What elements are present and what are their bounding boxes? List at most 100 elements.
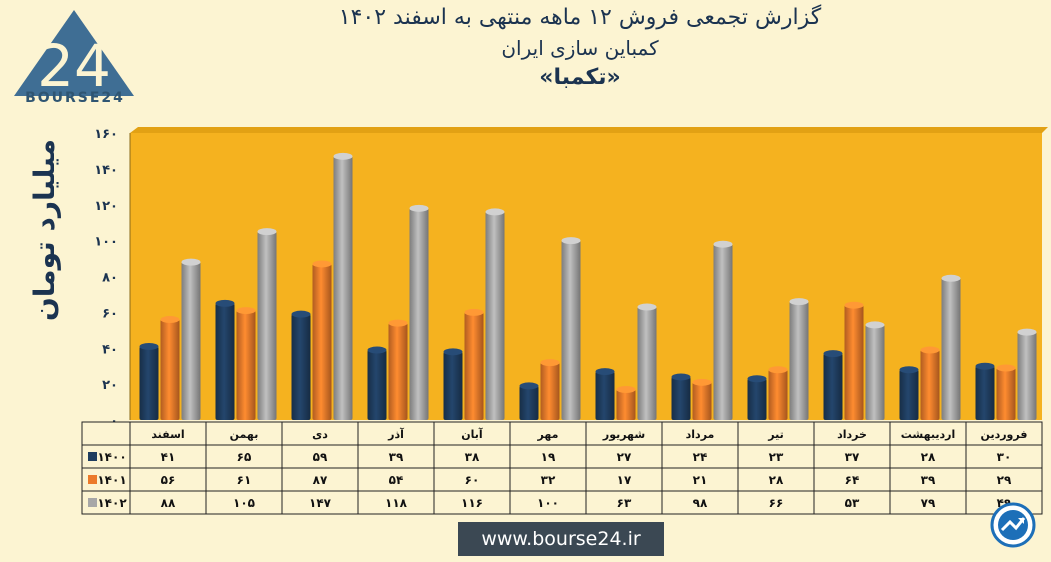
bar-۱۴۰۰-آبان [443, 351, 463, 420]
chart-title: گزارش تجمعی فروش ۱۲ ماهه منتهی به اسفند … [338, 5, 822, 30]
bar-top-۱۴۰۱-آبان [464, 308, 484, 316]
legend-label-۱۴۰۲: ۱۴۰۲ [97, 496, 127, 510]
x-tick-label: دی [312, 428, 328, 441]
bar-top-۱۴۰۲-بهمن [257, 228, 277, 236]
bar-top-۱۴۰۰-خرداد [823, 350, 843, 358]
data-label-۱۴۰۱: ۶۰ [465, 473, 480, 487]
bar-top-۱۴۰۲-آذر [409, 204, 429, 212]
legend-swatch-۱۴۰۱ [88, 475, 97, 484]
x-tick-label: تیر [767, 428, 783, 441]
legend-label-۱۴۰۰: ۱۴۰۰ [97, 450, 126, 464]
bar-top-۱۴۰۰-تیر [747, 375, 767, 383]
x-tick-label: آبان [461, 427, 483, 441]
data-label-۱۴۰۱: ۶۴ [845, 473, 860, 487]
bourse24-logo: 24 [14, 10, 134, 100]
bar-۱۴۰۱-مرداد [692, 382, 712, 420]
bar-۱۴۰۰-اسفند [139, 346, 159, 420]
bar-۱۴۰۲-مهر [561, 240, 581, 420]
bar-top-۱۴۰۱-اردیبهشت [920, 346, 940, 354]
data-label-۱۴۰۰: ۳۷ [845, 450, 860, 464]
bar-۱۴۰۱-مهر [540, 362, 560, 420]
data-label-۱۴۰۰: ۶۵ [237, 450, 252, 464]
data-label-۱۴۰۰: ۲۳ [769, 450, 784, 464]
legend-swatch-۱۴۰۰ [88, 452, 97, 461]
data-label-۱۴۰۱: ۲۱ [693, 473, 708, 487]
bar-۱۴۰۰-دی [291, 314, 311, 420]
bar-۱۴۰۱-اردیبهشت [920, 350, 940, 420]
bar-۱۴۰۲-اسفند [181, 262, 201, 420]
data-label-۱۴۰۲: ۶۶ [769, 496, 784, 510]
bar-top-۱۴۰۰-آذر [367, 346, 387, 354]
bar-۱۴۰۲-آذر [409, 208, 429, 420]
y-tick-label: ۶۰ [102, 306, 118, 321]
data-label-۱۴۰۲: ۹۸ [693, 496, 708, 510]
bar-top-۱۴۰۰-شهریور [595, 368, 615, 376]
bar-۱۴۰۰-تیر [747, 378, 767, 420]
bar-۱۴۰۰-مرداد [671, 376, 691, 420]
bar-۱۴۰۲-فروردین [1017, 332, 1037, 420]
bar-top-۱۴۰۰-دی [291, 310, 311, 318]
data-label-۱۴۰۲: ۱۱۸ [385, 496, 408, 510]
x-tick-label: آذر [387, 427, 404, 441]
data-label-۱۴۰۰: ۳۹ [389, 450, 404, 464]
bar-top-۱۴۰۰-مرداد [671, 373, 691, 381]
data-label-۱۴۰۰: ۲۴ [693, 450, 708, 464]
data-label-۱۴۰۰: ۱۹ [541, 450, 556, 464]
bar-۱۴۰۲-تیر [789, 301, 809, 420]
bar-top-۱۴۰۲-فروردین [1017, 328, 1037, 336]
data-label-۱۴۰۱: ۲۸ [769, 473, 784, 487]
data-label-۱۴۰۱: ۶۱ [237, 473, 252, 487]
data-label-۱۴۰۲: ۵۳ [845, 496, 860, 510]
y-tick-label: ۲۰ [102, 378, 118, 393]
bar-۱۴۰۲-آبان [485, 211, 505, 420]
data-label-۱۴۰۱: ۲۹ [997, 473, 1012, 487]
bar-top-۱۴۰۱-آذر [388, 319, 408, 327]
data-label-۱۴۰۱: ۳۹ [921, 473, 936, 487]
bar-top-۱۴۰۲-خرداد [865, 321, 885, 329]
y-tick-label: ۱۴۰ [94, 163, 118, 178]
bar-top-۱۴۰۲-مرداد [713, 240, 733, 248]
bar-۱۴۰۲-مرداد [713, 244, 733, 420]
bar-top-۱۴۰۲-تیر [789, 298, 809, 306]
plot-area [130, 133, 1042, 420]
bar-۱۴۰۱-خرداد [844, 305, 864, 420]
bar-۱۴۰۰-اردیبهشت [899, 369, 919, 420]
data-label-۱۴۰۰: ۳۸ [465, 450, 480, 464]
bar-۱۴۰۱-شهریور [616, 389, 636, 420]
x-tick-label: بهمن [230, 428, 259, 441]
company-ticker: «تکمبا» [539, 65, 621, 90]
data-label-۱۴۰۲: ۱۰۰ [537, 496, 559, 510]
bar-۱۴۰۰-خرداد [823, 353, 843, 420]
bar-top-۱۴۰۲-مهر [561, 237, 581, 245]
y-tick-label: ۸۰ [102, 271, 118, 286]
data-label-۱۴۰۱: ۸۷ [313, 473, 328, 487]
bar-top-۱۴۰۰-اسفند [139, 342, 159, 350]
bar-top-۱۴۰۱-تیر [768, 366, 788, 374]
bar-top-۱۴۰۰-فروردین [975, 362, 995, 370]
bar-top-۱۴۰۰-مهر [519, 382, 539, 390]
website-url[interactable]: www.bourse24.ir [458, 522, 664, 556]
bar-top-۱۴۰۰-بهمن [215, 299, 235, 307]
x-tick-label: اردیبهشت [901, 428, 955, 441]
bar-۱۴۰۰-فروردین [975, 366, 995, 420]
data-label-۱۴۰۲: ۱۱۶ [461, 496, 483, 510]
x-tick-label: مهر [537, 428, 559, 441]
bar-۱۴۰۲-خرداد [865, 324, 885, 420]
bar-top-۱۴۰۰-اردیبهشت [899, 366, 919, 374]
data-label-۱۴۰۱: ۵۶ [161, 473, 176, 487]
bar-top-۱۴۰۱-اسفند [160, 316, 180, 324]
data-label-۱۴۰۲: ۸۸ [161, 496, 176, 510]
data-label-۱۴۰۱: ۵۴ [389, 473, 404, 487]
bar-top-۱۴۰۱-خرداد [844, 301, 864, 309]
bar-۱۴۰۲-اردیبهشت [941, 278, 961, 420]
bourse24-badge-icon [990, 502, 1036, 548]
legend-label-۱۴۰۱: ۱۴۰۱ [97, 473, 126, 487]
data-label-۱۴۰۱: ۱۷ [617, 473, 632, 487]
bar-۱۴۰۲-شهریور [637, 306, 657, 420]
data-label-۱۴۰۲: ۱۴۷ [309, 496, 332, 510]
bar-top-۱۴۰۲-اردیبهشت [941, 274, 961, 282]
data-label-۱۴۰۲: ۱۰۵ [233, 496, 255, 510]
x-tick-label: شهریور [602, 428, 645, 441]
bar-۱۴۰۱-دی [312, 263, 332, 420]
x-tick-label: فروردین [981, 428, 1028, 441]
